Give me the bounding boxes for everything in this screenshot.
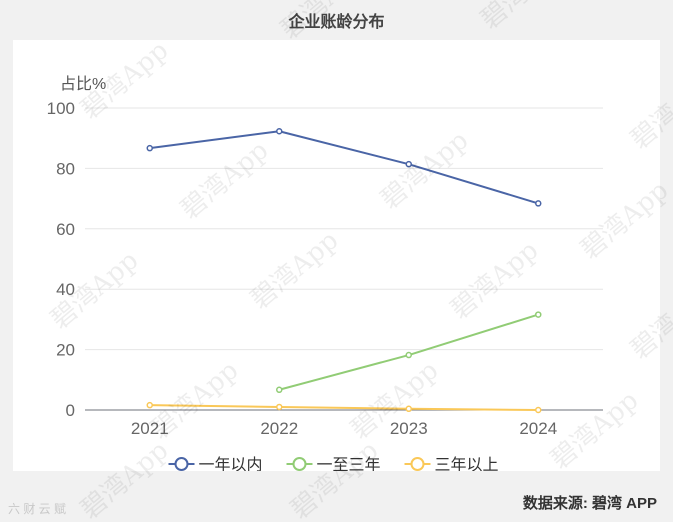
legend-label: 一年以内: [199, 456, 263, 471]
series-lines: [149, 130, 539, 411]
data-point: [276, 386, 283, 394]
line-chart: 占比% 0 20 40 60 80 100 2021 2022 2023 2024 一年以内 一至三年…: [47, 75, 603, 471]
y-tick-label: 40: [56, 280, 75, 299]
legend-item-2: 一至三年: [286, 456, 381, 471]
series-line-1: [149, 130, 539, 205]
bottom-watermark: 六 财 云 赋: [8, 502, 67, 516]
data-point: [405, 405, 412, 413]
data-point: [276, 403, 283, 411]
x-tick-label: 2021: [131, 419, 169, 438]
legend-label: 一至三年: [317, 456, 381, 471]
y-tick-label: 80: [56, 159, 75, 178]
legend: 一年以内 一至三年 三年以上: [168, 456, 499, 471]
legend-item-1: 一年以内: [168, 456, 263, 471]
chart-title: 企业账龄分布: [288, 14, 385, 31]
grid-lines: [85, 107, 603, 351]
data-point: [146, 144, 153, 152]
legend-item-3: 三年以上: [404, 456, 499, 471]
series-points: [146, 128, 542, 414]
x-tick-label: 2024: [519, 419, 557, 438]
data-point: [405, 160, 412, 168]
y-axis-label: 占比%: [60, 75, 106, 93]
data-point: [535, 406, 542, 414]
legend-marker: [410, 457, 425, 471]
legend-label: 三年以上: [435, 456, 499, 471]
data-point: [276, 128, 283, 135]
y-tick-label: 100: [47, 99, 75, 118]
data-point: [535, 311, 542, 318]
axes: 占比% 0 20 40 60 80 100 2021 2022 2023 2024: [47, 75, 603, 438]
legend-marker: [174, 457, 189, 471]
y-tick-label: 60: [56, 220, 75, 239]
data-point: [535, 200, 542, 207]
chart-panel: 占比% 0 20 40 60 80 100 2021 2022 2023 2024 一年以内 一至三年…: [13, 40, 660, 471]
y-tick-label: 20: [56, 341, 75, 360]
data-point: [405, 351, 412, 359]
data-point: [146, 401, 153, 409]
x-tick-label: 2023: [390, 419, 428, 438]
x-tick-label: 2022: [260, 419, 298, 438]
data-source-label: 数据来源: 碧湾 APP: [522, 495, 657, 512]
legend-marker: [292, 457, 307, 471]
series-line-3: [149, 404, 539, 411]
y-tick-label: 0: [66, 401, 75, 420]
